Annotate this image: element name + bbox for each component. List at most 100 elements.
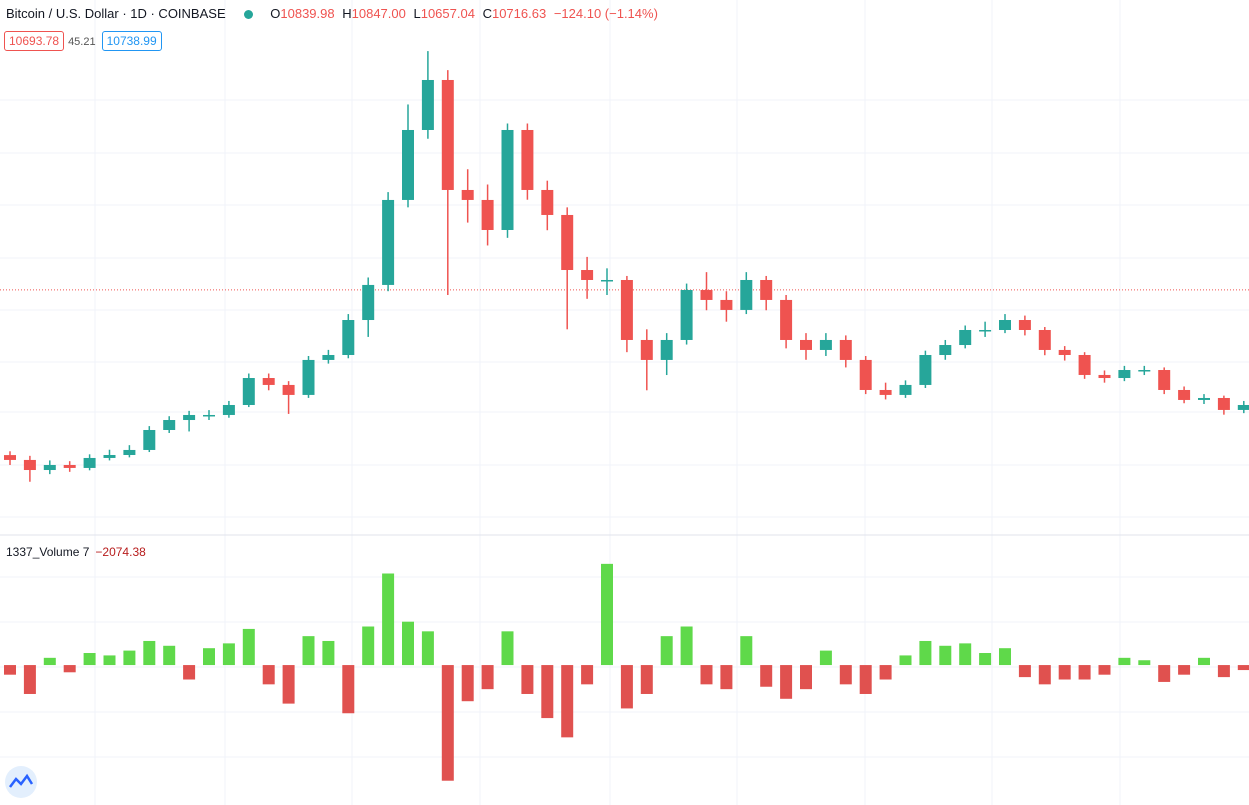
volume-bar [461,665,474,702]
candle-body [143,429,156,450]
bid[interactable]: 10693.78 [4,31,65,51]
candle-body [899,384,912,395]
volume-bar [143,640,156,666]
candle-body [1018,320,1031,330]
indicator-title: 1337_Volume 7 [6,545,90,559]
change: −124.10 (−1.14%) [553,6,658,21]
volume-bar [4,665,16,675]
symbol: Bitcoin / U.S. Dollar · 1D · COINBASE [6,6,226,21]
ohlc-value: 10839.98 [280,6,335,21]
volume-bar [222,643,235,666]
volume-bar [581,665,594,685]
volume-bar [1198,657,1210,666]
candle-body [979,329,992,332]
candle-body [282,384,295,395]
ohlc-value: 10847.00 [351,6,406,21]
volume-bar [83,653,96,666]
candle-body [362,284,375,321]
volume-bar [402,621,414,666]
volume-bar [1217,665,1230,678]
candle-body [1198,397,1210,400]
volume-bar [521,665,534,694]
spread: 45.21 [68,36,96,48]
plot [0,51,1249,781]
volume-bar [481,665,494,690]
volume-bar [899,655,912,666]
volume-bar [203,648,215,666]
candle-body [859,359,872,390]
candle-body [382,199,395,285]
candle-body [561,214,574,271]
candle-body [879,389,892,395]
status-dot [243,10,253,20]
candle-body [1158,370,1171,390]
indicator-value: −2074.38 [95,545,146,559]
candle-body [740,279,753,310]
volume-bar [103,655,116,666]
candle-body [163,420,176,430]
logo-mark [9,773,34,788]
candle-body [342,320,355,355]
candle-body [601,279,613,282]
candle-body [242,378,255,405]
volume-bar [163,645,176,666]
candle-body [23,459,36,471]
candle-body [1178,389,1191,400]
volume-bar [601,563,613,666]
candle-body [1138,370,1151,372]
volume-bar [123,650,136,666]
candle-body [700,289,713,300]
candle-body [461,189,474,200]
candle-body [103,454,116,458]
indicator-legend: 1337_Volume 7 −2074.38 [6,545,146,559]
candle-body [63,464,76,468]
volume-bar [919,640,932,666]
ask[interactable]: 10738.99 [101,31,162,51]
ohlc-key: L [413,6,421,21]
quote-boxes: 10693.78 45.21 10738.99 [4,31,166,51]
candle-body [501,129,514,230]
volume-bar [1138,660,1151,666]
candle-body [421,79,434,130]
ohlc-key: C [482,6,492,21]
volume-bar [561,665,574,738]
candle-body [800,339,812,350]
candle-body [999,320,1011,330]
volume-bar [501,631,514,666]
candle-body [1078,354,1091,375]
volume-bar [879,665,892,680]
volume-bar [959,643,972,666]
candle-body [1058,349,1071,355]
candle-body [322,354,335,360]
volume-bar [421,631,434,666]
candle-body [43,464,56,471]
volume-bar [63,665,76,673]
candle-body [83,457,96,468]
candle-body [521,129,534,190]
volume-bar [760,665,773,687]
ohlc-key: H [342,6,352,21]
volume-bar [939,645,952,666]
volume-bar [1098,665,1111,675]
candle-body [660,339,673,360]
candle-body [1118,370,1131,379]
candle-body [1038,329,1051,350]
volume-bar [1058,665,1071,680]
volume-bar [720,665,733,690]
volume-bar [43,657,56,666]
volume-bar [660,636,673,666]
volume-bar [1038,665,1051,685]
candle-body [640,339,653,360]
volume-bar [979,653,992,666]
volume-bar [1237,665,1249,671]
candle-body [1098,374,1111,379]
volume-bar [780,665,793,699]
volume-bar [700,665,713,685]
candle-body [760,279,773,300]
candle-body [1217,397,1230,410]
candle-body [183,414,196,421]
volume-bar [1158,665,1171,682]
volume-bar [620,665,633,709]
volume-bar [839,665,852,685]
